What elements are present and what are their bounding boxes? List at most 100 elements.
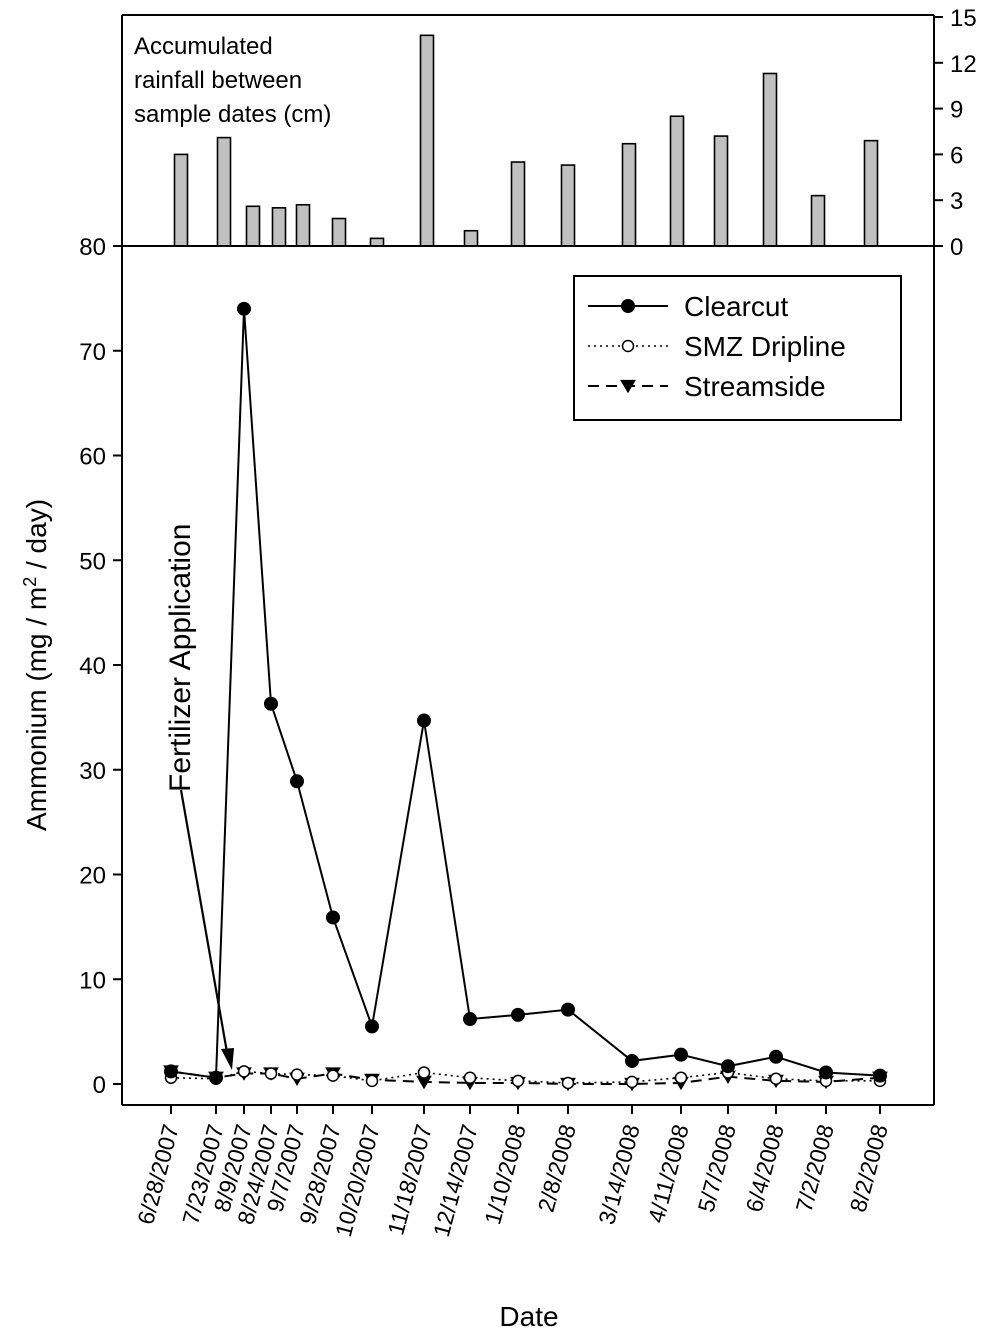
point-clearcut-9-28-2007 [326, 910, 340, 925]
rainfall-bar-15 [762, 72, 778, 247]
point-smz-dripline-1-10-2008 [511, 1074, 525, 1088]
x-tick-label-2-8-2008: 2/8/2008 [533, 1122, 581, 1215]
point-clearcut-4-11-2008 [674, 1047, 688, 1062]
rainfall-label-line: sample dates (cm) [134, 101, 331, 128]
annotation-arrow-shaft [179, 789, 230, 1059]
y-tick-label-40: 40 [79, 653, 106, 680]
rainfall-label-line: Accumulated [134, 33, 273, 60]
rainfall-y-axis: 0 3 6 9 12 15 [121, 5, 977, 261]
rainfall-panel: Accumulated rainfall between sample dates … [121, 5, 977, 261]
point-clearcut-3-14-2008 [625, 1053, 639, 1068]
x-axis-title: Date [499, 1301, 558, 1332]
series-layer [163, 301, 888, 1092]
point-smz-dripline-3-14-2008 [625, 1075, 639, 1089]
x-tick-label-6-28-2007: 6/28/2007 [132, 1122, 184, 1228]
x-tick-label-8-2-2008: 8/2/2008 [845, 1122, 893, 1215]
y-tick-label-70: 70 [79, 339, 106, 366]
legend-marker-streamside [620, 379, 636, 394]
rainfall-bar-1 [173, 153, 189, 247]
fertilizer-annotation: Fertilizer Application [164, 524, 234, 1070]
rainfall-tick-label-0: 0 [950, 234, 963, 261]
point-smz-dripline-9-7-2007 [290, 1068, 304, 1081]
rainfall-tick-label-3: 3 [950, 188, 963, 215]
point-clearcut-10-20-2007 [365, 1019, 379, 1034]
rainfall-bar-10 [510, 161, 526, 247]
point-smz-dripline-6-4-2008 [769, 1072, 783, 1086]
rainfall-bar-12 [621, 142, 637, 247]
y-tick-label-10: 10 [79, 967, 106, 994]
x-tick-label-5-7-2008: 5/7/2008 [693, 1122, 741, 1215]
rainfall-bars [173, 34, 879, 247]
point-clearcut-11-18-2007 [417, 713, 431, 728]
x-tick-label-3-14-2008: 3/14/2008 [593, 1122, 645, 1228]
rainfall-bar-11 [560, 164, 576, 247]
x-tick-label-11-18-2007: 11/18/2007 [382, 1122, 436, 1238]
x-tick-label-1-10-2008: 1/10/2008 [479, 1122, 531, 1228]
legend-label-clearcut: Clearcut [684, 291, 788, 322]
point-smz-dripline-10-20-2007 [365, 1074, 379, 1088]
point-clearcut-8-2-2008 [873, 1068, 887, 1083]
rainfall-bar-14 [713, 135, 729, 247]
legend-marker-smz-dripline [621, 339, 635, 353]
rainfall-bar-2 [216, 136, 232, 247]
point-smz-dripline-11-18-2007 [417, 1066, 431, 1079]
y-axis-title: Ammonium (mg / m2 / day) [20, 499, 52, 831]
point-smz-dripline-9-28-2007 [326, 1069, 340, 1082]
point-clearcut-6-4-2008 [769, 1049, 783, 1064]
rainfall-bar-6 [331, 217, 347, 247]
annotation-arrow-head [221, 1048, 234, 1070]
point-clearcut-9-7-2007 [290, 774, 304, 789]
y-tick-label-50: 50 [79, 548, 106, 575]
legend-marker-clearcut [621, 299, 635, 313]
rainfall-bar-16 [810, 194, 826, 247]
point-clearcut-5-7-2008 [721, 1059, 735, 1074]
point-clearcut-12-14-2007 [463, 1012, 477, 1027]
rainfall-bar-17 [863, 139, 879, 247]
point-clearcut-7-23-2007 [209, 1070, 223, 1085]
rainfall-bar-4 [271, 207, 287, 247]
x-tick-label-12-14-2007: 12/14/2007 [428, 1122, 483, 1240]
point-smz-dripline-8-24-2007 [264, 1067, 278, 1080]
rainfall-bar-9 [463, 229, 479, 247]
x-tick-label-4-11-2008: 4/11/2008 [643, 1122, 694, 1226]
series-clearcut [164, 301, 887, 1085]
rainfall-tick-label-12: 12 [950, 51, 977, 78]
rainfall-bar-7 [369, 237, 385, 247]
rainfall-bar-13 [669, 115, 685, 247]
y-tick-label-80: 80 [79, 234, 106, 261]
fertilizer-annotation-text: Fertilizer Application [164, 524, 197, 792]
legend-label-streamside: Streamside [684, 371, 826, 402]
y-title-superscript: 2 [20, 577, 40, 587]
point-clearcut-7-2-2008 [819, 1065, 833, 1080]
y-tick-label-0: 0 [93, 1072, 106, 1099]
y-tick-label-30: 30 [79, 758, 106, 785]
point-clearcut-8-9-2007 [237, 301, 251, 316]
rainfall-bar-5 [295, 203, 311, 247]
legend-label-smz-dripline: SMZ Dripline [684, 331, 846, 362]
point-smz-dripline-4-11-2008 [674, 1071, 688, 1084]
point-smz-dripline-2-8-2008 [561, 1076, 575, 1090]
y-tick-label-60: 60 [79, 444, 106, 471]
point-smz-dripline-8-9-2007 [237, 1065, 251, 1078]
series-line-clearcut [170, 308, 881, 1079]
rainfall-tick-label-15: 15 [950, 5, 977, 32]
rainfall-label: Accumulated rainfall between sample dates … [134, 33, 331, 128]
rainfall-bar-8 [419, 34, 435, 247]
point-smz-dripline-12-14-2007 [463, 1071, 477, 1084]
y-title-main: Ammonium (mg / m [21, 587, 52, 831]
rainfall-tick-label-9: 9 [950, 97, 963, 124]
ammonium-panel: 010203040506070806/28/20077/23/20078/9/2… [79, 234, 935, 1240]
rainfall-bar-3 [245, 205, 261, 247]
series-line-streamside [170, 1070, 881, 1085]
x-tick-label-6-4-2008: 6/4/2008 [741, 1122, 789, 1215]
x-tick-label-7-2-2008: 7/2/2008 [791, 1122, 839, 1215]
y-title-tail: / day) [21, 499, 52, 577]
y-tick-label-20: 20 [79, 863, 106, 890]
point-clearcut-1-10-2008 [511, 1007, 525, 1022]
legend: Clearcut SMZ Dripline Streamside [573, 275, 902, 421]
rainfall-tick-label-6: 6 [950, 142, 963, 169]
point-clearcut-6-28-2007 [164, 1064, 178, 1079]
point-clearcut-8-24-2007 [264, 696, 278, 711]
rainfall-label-line: rainfall between [134, 67, 302, 94]
